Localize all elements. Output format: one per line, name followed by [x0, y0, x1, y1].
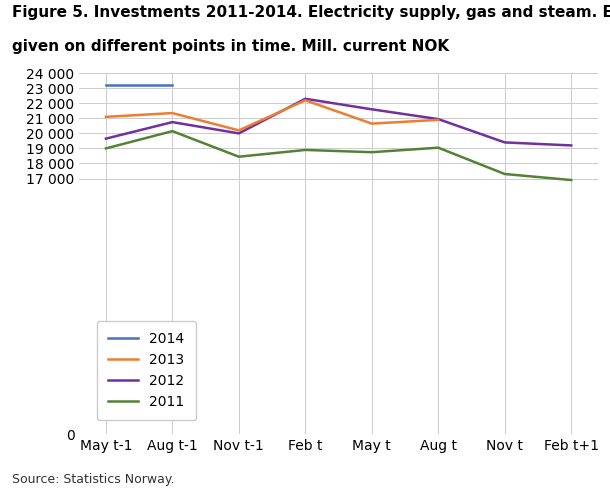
2012: [368, 106, 375, 112]
Line: 2011: 2011: [106, 131, 571, 180]
2012: [567, 142, 575, 148]
2013: [302, 97, 309, 103]
2011: [501, 171, 508, 177]
Line: 2012: 2012: [106, 99, 571, 145]
2011: [434, 145, 442, 151]
Text: given on different points in time. Mill. current NOK: given on different points in time. Mill.…: [12, 39, 450, 54]
2013: [169, 110, 176, 116]
2011: [235, 154, 243, 160]
2011: [102, 145, 110, 151]
2013: [235, 127, 243, 133]
2013: [368, 121, 375, 126]
2011: [302, 147, 309, 153]
2012: [434, 116, 442, 122]
2012: [302, 96, 309, 102]
2014: [169, 82, 176, 88]
2011: [169, 128, 176, 134]
Line: 2013: 2013: [106, 100, 438, 130]
2012: [102, 136, 110, 142]
2011: [368, 149, 375, 155]
Legend: 2014, 2013, 2012, 2011: 2014, 2013, 2012, 2011: [96, 321, 196, 420]
Text: Source: Statistics Norway.: Source: Statistics Norway.: [12, 472, 174, 486]
Text: Figure 5. Investments 2011-2014. Electricity supply, gas and steam. Estimates: Figure 5. Investments 2011-2014. Electri…: [12, 5, 610, 20]
2011: [567, 177, 575, 183]
2012: [235, 130, 243, 136]
2014: [102, 82, 110, 88]
2012: [501, 140, 508, 145]
2013: [102, 114, 110, 120]
2012: [169, 119, 176, 125]
2013: [434, 117, 442, 123]
